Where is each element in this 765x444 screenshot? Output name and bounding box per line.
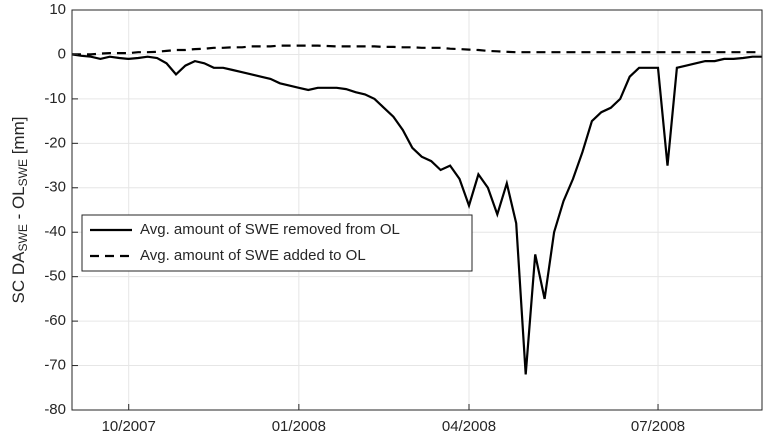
plot-frame (71, 9, 763, 411)
y-tick-label: 10 (49, 1, 66, 18)
y-tick-label: 0 (58, 45, 66, 62)
legend-label: Avg. amount of SWE removed from OL (140, 221, 400, 238)
legend: Avg. amount of SWE removed from OL Avg. a… (81, 214, 473, 272)
legend-label: Avg. amount of SWE added to OL (140, 247, 366, 264)
x-tick-label: 10/2007 (102, 418, 156, 435)
y-axis-label-part: [mm] (9, 117, 28, 160)
data-line (71, 53, 762, 375)
data-line (72, 44, 762, 56)
y-axis-label-part: SC DA (9, 251, 28, 304)
y-tick-label: -30 (44, 179, 66, 196)
y-axis-label: SC DASWE - OLSWE [mm] (9, 117, 29, 304)
y-tick-label: -50 (44, 268, 66, 285)
y-tick-label: -10 (44, 90, 66, 107)
y-axis-label-subscript: SWE (16, 159, 30, 186)
y-tick-label: -40 (44, 223, 66, 240)
x-tick-label: 04/2008 (442, 418, 496, 435)
y-axis-label-subscript: SWE (16, 224, 30, 251)
plot-area (72, 10, 762, 410)
y-tick-label: -70 (44, 357, 66, 374)
y-tick-label: -80 (44, 401, 66, 418)
y-tick-label: -20 (44, 134, 66, 151)
x-tick-label: 01/2008 (272, 418, 326, 435)
y-axis-label-part: - OL (9, 186, 28, 224)
legend-box (81, 214, 473, 272)
y-tick-label: -60 (44, 312, 66, 329)
x-tick-label: 07/2008 (631, 418, 685, 435)
